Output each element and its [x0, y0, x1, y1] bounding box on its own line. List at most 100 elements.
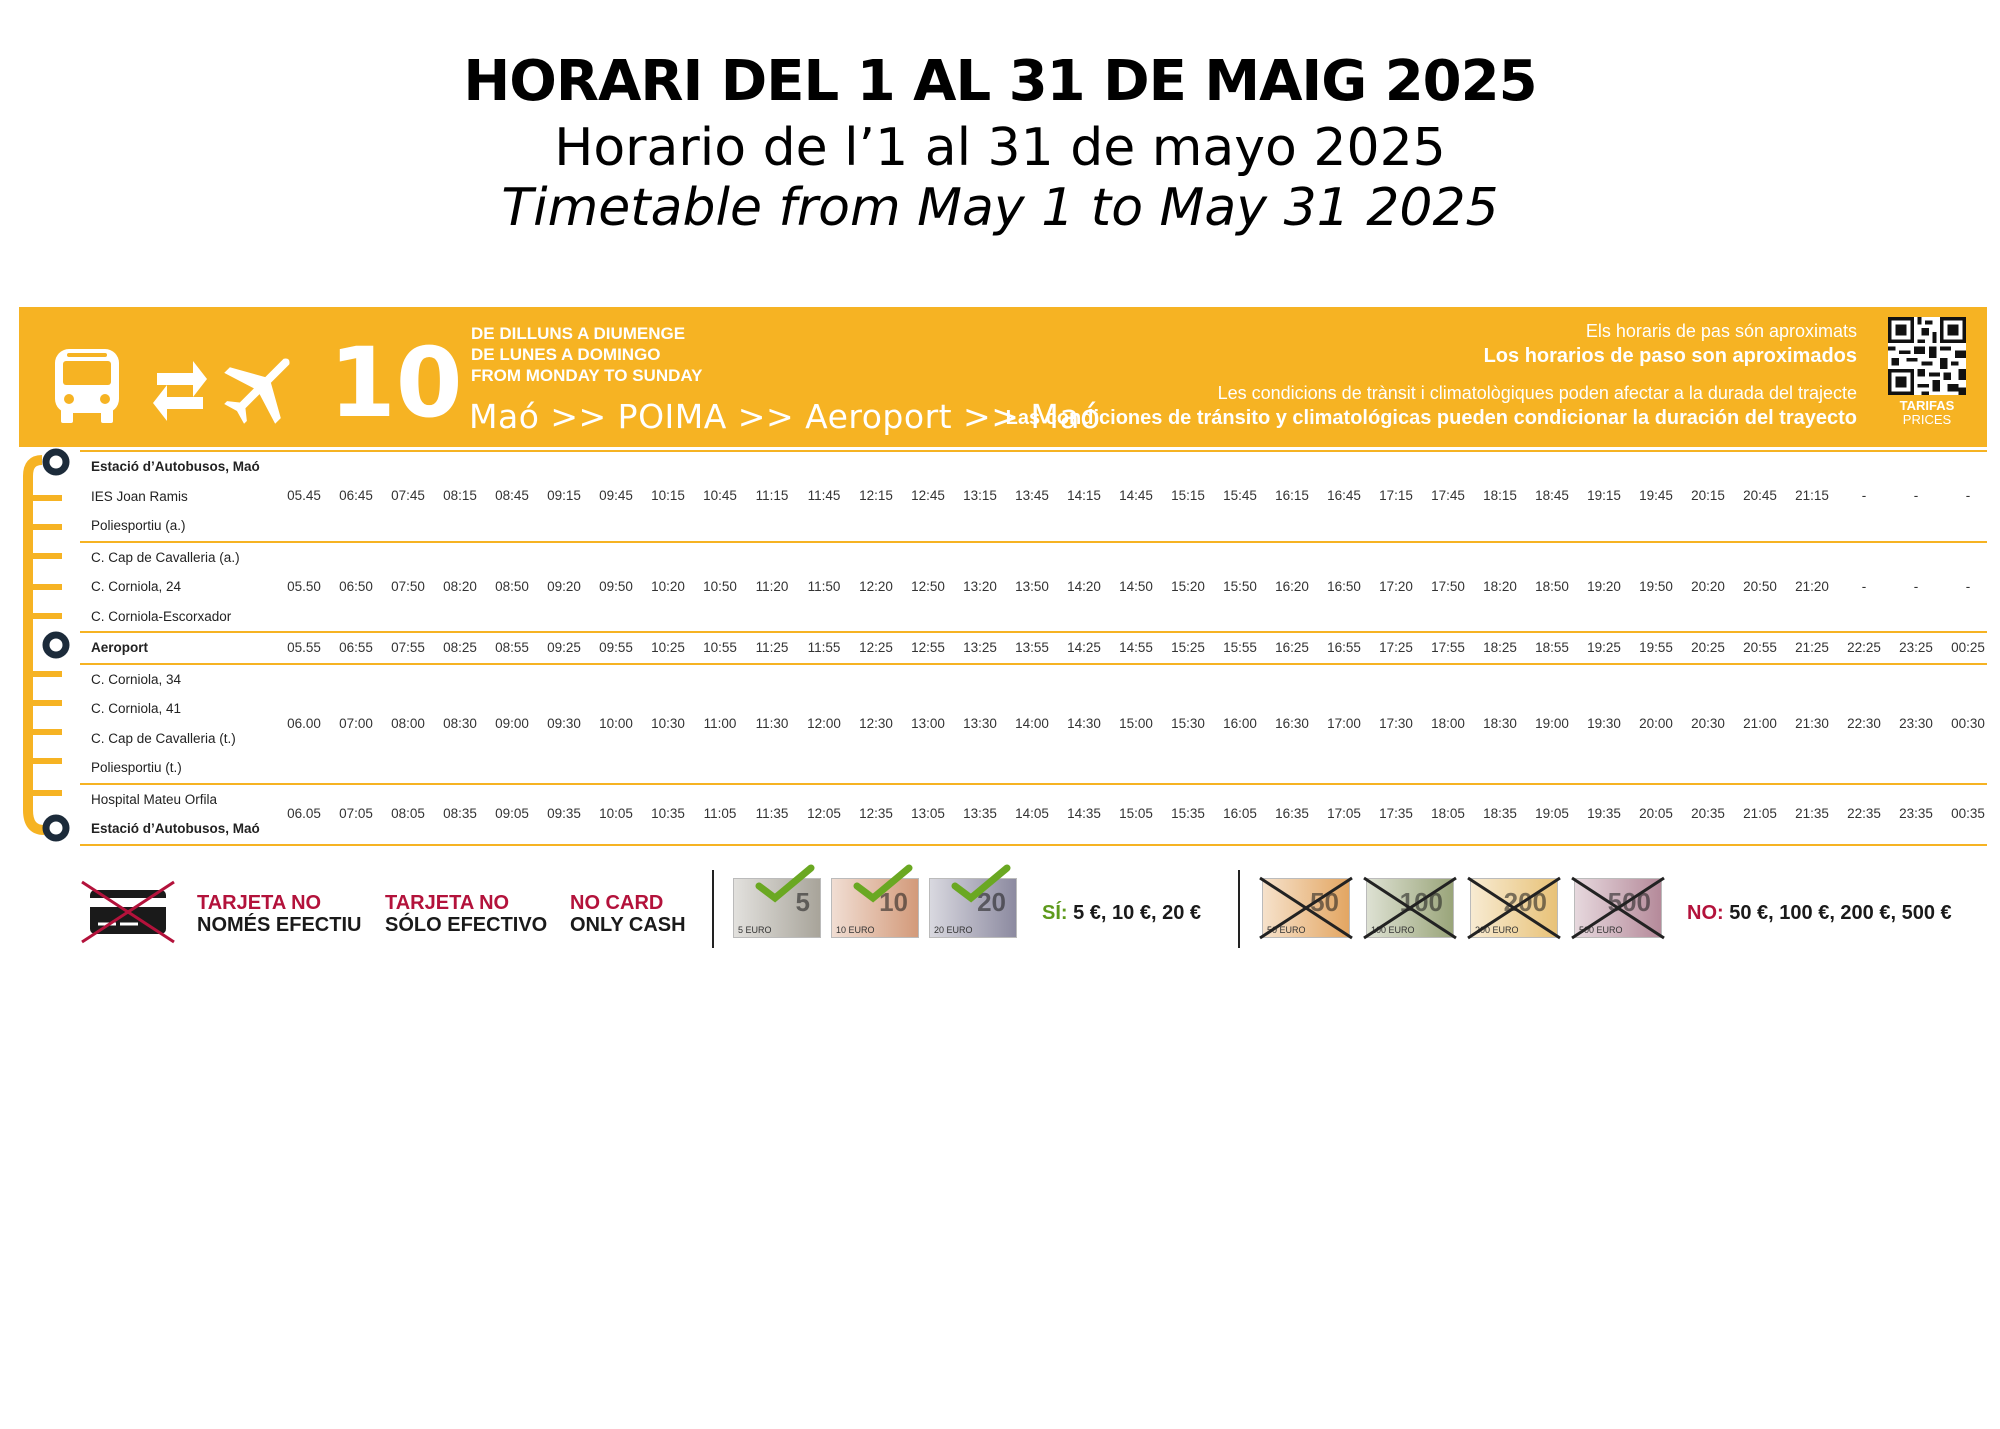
departure-time: 21:05 — [1743, 806, 1777, 821]
departure-time: 17:50 — [1431, 578, 1465, 594]
departure-time: 08:50 — [495, 578, 529, 594]
departure-time: 16:25 — [1275, 639, 1309, 655]
qr-label: TARIFAS — [1899, 398, 1955, 413]
departure-time: 08:25 — [443, 639, 477, 655]
departure-time: 15:45 — [1223, 488, 1257, 504]
departure-time: 05.55 — [287, 639, 321, 655]
departure-time: 06.05 — [287, 806, 321, 821]
no-card-catalan-line1: TARJETA NO — [197, 892, 322, 914]
departure-time: 14:00 — [1015, 715, 1049, 731]
rejected-amounts: NO: 50 €, 100 €, 200 €, 500 € — [1687, 902, 1952, 924]
departure-time: 19:25 — [1587, 639, 1621, 655]
departure-time: 22:25 — [1847, 639, 1881, 655]
cross-icon — [1363, 876, 1457, 940]
departure-time: 08:45 — [495, 488, 529, 504]
stop-name: C. Corniola, 41 — [91, 701, 182, 716]
departure-time: 06:50 — [339, 578, 373, 594]
banknote-caption: 100 EURO — [1371, 925, 1415, 935]
departure-time: 16:50 — [1327, 578, 1361, 594]
stop-group: Aeroport 05.55 06:55 07:55 08:25 08:55 09:25 09… — [80, 633, 1987, 665]
departure-time: 17:15 — [1379, 488, 1413, 504]
departure-time: 13:15 — [963, 488, 997, 504]
stop-group: C. Cap de Cavalleria (a.) C. Corniola, 24… — [80, 543, 1987, 633]
no-card-english-line1: NO CARD — [570, 892, 664, 914]
stop-name: IES Joan Ramis — [91, 488, 188, 504]
stop-name: C. Cap de Cavalleria (t.) — [91, 730, 236, 746]
no-card-spanish: TARJETA NO SÓLO EFECTIVO — [385, 892, 547, 936]
divider — [712, 870, 714, 948]
swap-arrows-icon — [153, 353, 207, 426]
departure-time: 17:05 — [1327, 806, 1361, 821]
departure-time: 13:50 — [1015, 578, 1049, 594]
departure-time: 17:30 — [1379, 715, 1413, 731]
banknote: 5 5 EURO — [733, 878, 821, 938]
timetable: Estació d’Autobusos, Maó IES Joan Ramis Po… — [80, 450, 1987, 846]
departure-time: 12:35 — [859, 806, 893, 821]
departure-time: 13:20 — [963, 578, 997, 594]
departure-time: 06.00 — [287, 715, 321, 731]
departure-time: 00:30 — [1951, 715, 1985, 731]
note-traffic-spanish: Las condiciones de tránsito y climatológ… — [1005, 407, 1857, 429]
departure-time: 09:25 — [547, 639, 581, 655]
qr-code-icon[interactable] — [1888, 317, 1966, 395]
departure-time: 15:55 — [1223, 639, 1257, 655]
departure-time: 20:50 — [1743, 578, 1777, 594]
departure-time: 22:35 — [1847, 806, 1881, 821]
banknote-caption: 10 EURO — [836, 925, 875, 935]
departure-time: 08:30 — [443, 715, 477, 731]
departure-time: 22:30 — [1847, 715, 1881, 731]
title-catalan: HORARI DEL 1 AL 31 DE MAIG 2025 — [463, 49, 1537, 114]
departure-time: 15:15 — [1171, 488, 1205, 504]
departure-time: 20:15 — [1691, 488, 1725, 504]
cross-icon — [1259, 876, 1353, 940]
departure-time: 10:25 — [651, 639, 685, 655]
departure-time: 13:45 — [1015, 488, 1049, 504]
note-traffic-catalan: Les condicions de trànsit i climatològiq… — [1217, 383, 1857, 403]
no-card-icon — [78, 878, 178, 951]
departure-time: 16:20 — [1275, 578, 1309, 594]
departure-time: 17:55 — [1431, 639, 1465, 655]
departure-time: 20:55 — [1743, 639, 1777, 655]
departure-time: 10:20 — [651, 578, 685, 594]
departure-time: 16:00 — [1223, 715, 1257, 731]
departure-time: 16:05 — [1223, 806, 1257, 821]
departure-time: 20:45 — [1743, 488, 1777, 504]
departure-time: 05.45 — [287, 488, 321, 504]
departure-time: 17:20 — [1379, 578, 1413, 594]
departure-time: 08:55 — [495, 639, 529, 655]
departure-time: 15:50 — [1223, 578, 1257, 594]
prices-qr[interactable]: TARIFAS PRICES — [1885, 317, 1969, 437]
departure-time: 15:00 — [1119, 715, 1153, 731]
departure-time: 13:05 — [911, 806, 945, 821]
departure-time: 08:00 — [391, 715, 425, 731]
departure-time: - — [1861, 488, 1867, 504]
departure-time: 09:15 — [547, 488, 581, 504]
cross-icon — [1467, 876, 1561, 940]
departure-time: 16:15 — [1275, 488, 1309, 504]
stop-name: C. Corniola, 34 — [91, 671, 182, 687]
departure-time: 19:20 — [1587, 578, 1621, 594]
departure-time: 17:00 — [1327, 715, 1361, 731]
departure-time: 15:05 — [1119, 806, 1153, 821]
stop-name: Aeroport — [91, 640, 148, 655]
departure-time: 14:15 — [1067, 488, 1101, 504]
departure-time: 15:35 — [1171, 806, 1205, 821]
departure-time: 10:05 — [599, 806, 633, 821]
timing-notes: Els horaris de pas són aproximats Los ho… — [1006, 319, 1857, 431]
departure-time: 21:30 — [1795, 715, 1829, 731]
checkmark-icon — [951, 864, 1011, 903]
departure-time: 14:20 — [1067, 578, 1101, 594]
departure-time: 12:05 — [807, 806, 841, 821]
title-english: Timetable from May 1 to May 31 2025 — [501, 178, 1499, 238]
departure-time: 10:45 — [703, 488, 737, 504]
days-spanish: DE LUNES A DOMINGO — [471, 345, 661, 364]
departure-time: 07:45 — [391, 488, 425, 504]
departure-time: 11:05 — [703, 806, 737, 821]
stop-marker-airport — [42, 631, 70, 659]
departure-time: 07:00 — [339, 715, 373, 731]
departure-time: 18:00 — [1431, 715, 1465, 731]
airplane-icon — [221, 347, 301, 432]
stop-name: C. Corniola, 24 — [91, 579, 182, 594]
title-spanish: Horario de l’1 al 31 de mayo 2025 — [554, 118, 1446, 178]
departure-time: 17:25 — [1379, 639, 1413, 655]
